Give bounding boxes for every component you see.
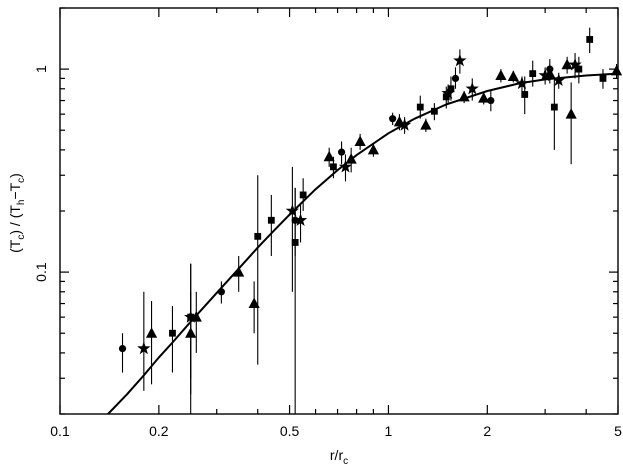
square-marker <box>254 232 262 240</box>
triangle-marker <box>565 108 577 119</box>
circle-marker <box>337 148 346 156</box>
x-tick-label: 0.2 <box>149 423 169 439</box>
y-axis-title-subscript: h <box>16 200 27 206</box>
x-axis-title-subscript: c <box>343 456 348 466</box>
triangle-marker <box>561 58 573 70</box>
y-axis-title: (Tc) / (Th−Tc) <box>7 173 27 253</box>
triangle-marker <box>458 90 470 102</box>
y-axis-title-subscript: c <box>16 235 27 240</box>
triangle-marker <box>478 92 490 103</box>
x-tick-label: 0.5 <box>280 423 300 439</box>
star-marker <box>397 118 412 131</box>
square-marker <box>330 163 337 171</box>
y-axis-title-subscript: c <box>16 178 27 183</box>
y-axis-title-part: −T <box>7 182 23 199</box>
star-marker <box>338 159 353 173</box>
star-marker <box>285 204 299 217</box>
triangle-marker <box>323 150 335 162</box>
y-tick-label: 1 <box>33 65 49 73</box>
triangle-marker <box>610 64 623 76</box>
triangle-marker <box>367 143 380 155</box>
x-axis-title-main: r/r <box>330 447 344 463</box>
star-marker <box>515 76 529 90</box>
star-marker <box>465 81 479 95</box>
square-marker <box>430 107 438 115</box>
triangle-marker <box>495 69 507 81</box>
star-marker <box>453 53 467 67</box>
x-axis-title: r/rc <box>330 447 348 466</box>
y-axis-title-part: (T <box>7 239 23 253</box>
x-tick-label: 2 <box>483 423 491 439</box>
triangle-marker <box>248 297 260 309</box>
star-marker <box>293 213 308 226</box>
square-marker <box>291 239 299 246</box>
square-marker <box>529 70 537 78</box>
triangle-marker <box>145 327 158 338</box>
tick-labels: 0.1 0.2 0.5 1 2 5 0.1 1 <box>33 65 622 439</box>
y-axis-title-part: ) <box>7 173 23 178</box>
square-marker <box>575 65 583 73</box>
triangle-marker <box>420 119 432 130</box>
model-curve <box>107 72 619 415</box>
square-marker <box>416 103 424 111</box>
square-marker <box>267 216 275 224</box>
circle-marker <box>389 115 397 123</box>
star-marker <box>568 57 582 71</box>
square-marker <box>169 329 176 337</box>
axis-ticks <box>59 7 619 415</box>
star-marker <box>184 310 198 323</box>
circle-marker <box>451 74 460 82</box>
x-tick-label: 5 <box>614 423 622 439</box>
triangle-marker <box>507 70 519 81</box>
data-points <box>118 27 623 414</box>
star-marker <box>538 68 552 82</box>
x-tick-label: 1 <box>385 423 393 439</box>
triangle-marker <box>233 266 245 277</box>
star-marker <box>441 86 455 99</box>
y-axis-title-part: ) / (T <box>7 205 23 235</box>
triangle-marker <box>354 135 366 146</box>
y-tick-label: 0.1 <box>33 262 49 282</box>
star-marker <box>552 73 566 86</box>
square-marker <box>550 103 558 111</box>
square-marker <box>586 36 594 43</box>
star-marker <box>137 341 151 355</box>
circle-marker <box>118 344 127 353</box>
square-marker <box>521 91 529 98</box>
circle-marker <box>487 96 495 105</box>
square-marker <box>299 191 307 199</box>
circle-marker <box>217 288 225 296</box>
square-marker <box>447 85 455 93</box>
square-marker <box>599 74 607 82</box>
triangle-marker <box>345 153 357 164</box>
x-tick-label: 0.1 <box>50 423 70 439</box>
